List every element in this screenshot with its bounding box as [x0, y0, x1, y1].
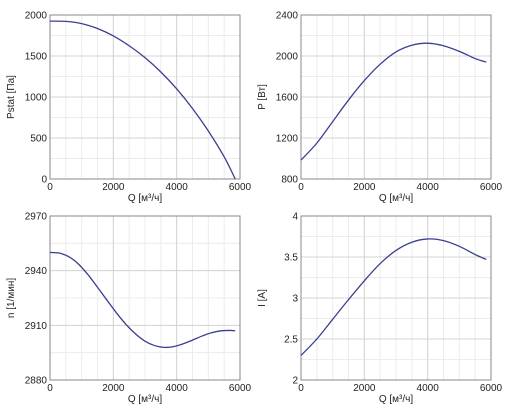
y-tick-label: 1200	[276, 134, 299, 145]
x-tick-label: 6000	[480, 383, 503, 394]
x-tick-label: 0	[298, 182, 304, 193]
x-tick-label: 4000	[417, 182, 440, 193]
y-axis-label: I [A]	[257, 289, 268, 307]
y-tick-label: 1000	[25, 93, 48, 104]
x-axis-label: Q [м³/ч]	[128, 394, 163, 405]
plot-frame	[300, 215, 492, 381]
x-tick-label: 4000	[166, 383, 189, 394]
series-line	[300, 42, 487, 161]
y-tick-label: 2940	[25, 266, 48, 277]
y-tick-label: 2910	[25, 321, 48, 332]
x-tick-label: 2000	[102, 182, 125, 193]
x-axis-label: Q [м³/ч]	[379, 193, 414, 204]
x-axis-label: Q [м³/ч]	[128, 193, 163, 204]
x-tick-label: 2000	[353, 182, 376, 193]
y-axis-label: Pstat [Па]	[6, 75, 17, 119]
chart-panel-3: 0 2000 4000 6000 2880 2910 2940 2970 Q [м³/ч] n […	[6, 212, 252, 406]
series-line	[300, 238, 487, 356]
y-tick-label: 3.5	[284, 253, 298, 264]
y-axis-label: P [Вт]	[257, 84, 268, 110]
series-line	[49, 251, 236, 349]
y-tick-label: 3	[292, 294, 298, 305]
y-tick-label: 1500	[25, 52, 48, 63]
y-tick-label: 0	[41, 175, 47, 186]
x-tick-label: 2000	[102, 383, 125, 394]
y-tick-label: 2400	[276, 11, 299, 22]
series-line	[49, 20, 236, 180]
plot-frame	[49, 14, 241, 180]
x-tick-label: 4000	[417, 383, 440, 394]
y-tick-label: 2000	[25, 11, 48, 22]
plot-frame	[300, 14, 492, 180]
y-axis-label: n [1/мин]	[6, 278, 17, 318]
x-tick-label: 6000	[229, 182, 252, 193]
x-tick-label: 0	[47, 383, 53, 394]
x-axis-label: Q [м³/ч]	[379, 394, 414, 405]
plot-frame	[49, 215, 241, 381]
x-tick-label: 4000	[166, 182, 189, 193]
y-tick-label: 1600	[276, 93, 299, 104]
chart-panel-4: 0 2000 4000 6000 2 2.5 3 3.5 4 Q [м³/ч] I [A]	[257, 212, 503, 406]
y-tick-label: 2880	[25, 376, 48, 387]
y-tick-label: 500	[30, 134, 47, 145]
y-tick-label: 2.5	[284, 335, 298, 346]
x-tick-label: 6000	[229, 383, 252, 394]
y-tick-label: 4	[292, 212, 298, 223]
x-tick-label: 2000	[353, 383, 376, 394]
x-tick-label: 0	[298, 383, 304, 394]
y-tick-label: 2970	[25, 212, 48, 223]
chart-panel-2: 0 2000 4000 6000 800 1200 1600 2000 2400 Q [м³/ч]…	[257, 11, 503, 205]
x-tick-label: 0	[47, 182, 53, 193]
y-tick-label: 2000	[276, 52, 299, 63]
x-tick-label: 6000	[480, 182, 503, 193]
y-tick-label: 2	[292, 376, 298, 387]
y-tick-label: 800	[281, 175, 298, 186]
